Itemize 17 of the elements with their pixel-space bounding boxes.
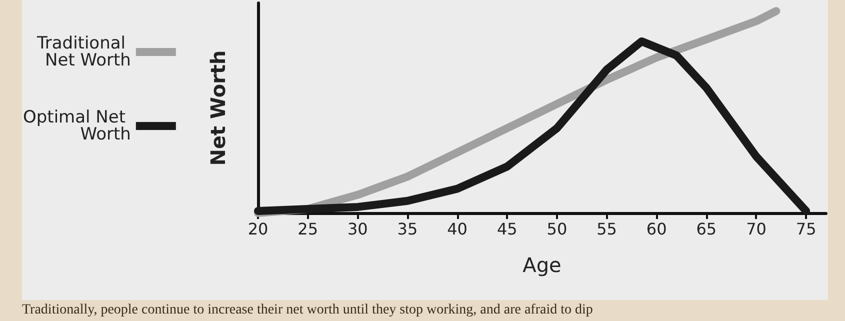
x-tick-label: 50: [546, 220, 568, 238]
x-tick-label: 35: [397, 220, 418, 238]
legend-label: Optimal Net Worth: [22, 108, 131, 144]
x-tick-label: 60: [646, 220, 667, 238]
y-axis-title: Net Worth: [206, 50, 230, 166]
x-tick-label: 30: [347, 220, 368, 238]
x-tick-label: 45: [496, 220, 518, 238]
x-tick-label: 40: [447, 220, 468, 238]
x-tick-label: 75: [796, 220, 816, 238]
x-tick-label: 20: [248, 220, 268, 238]
text: Traditionally, people continue to increase their net worth until they stop working, and are afraid to dip: [22, 302, 593, 318]
legend-label: Traditional Net Worth: [36, 34, 131, 70]
x-tick-label: 25: [298, 220, 318, 238]
x-tick-label: 55: [596, 220, 617, 238]
x-axis-title: Age: [522, 253, 562, 277]
x-tick-label: 65: [696, 220, 717, 238]
x-tick-label: 70: [746, 220, 766, 238]
